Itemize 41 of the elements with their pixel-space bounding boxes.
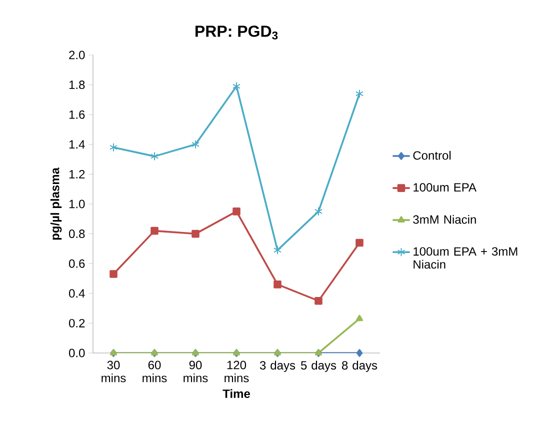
- point: [314, 206, 322, 216]
- legend-label: 100um EPA: [414, 183, 476, 192]
- y-tick-label: 1.8: [69, 80, 85, 90]
- y-tick-label: 0.6: [68, 259, 85, 268]
- point: [232, 208, 240, 216]
- point: [356, 314, 363, 322]
- point: [110, 142, 118, 152]
- x-tick-label: 30 mins: [102, 360, 126, 382]
- point: [274, 246, 282, 255]
- y-tick-label: 0.8: [68, 230, 85, 238]
- point: [356, 89, 364, 98]
- y-tick-label: 0.2: [68, 318, 85, 328]
- legend-label: 100um EPA + 3mM Niacin: [414, 247, 518, 269]
- point: [356, 238, 364, 247]
- x-tick-label: 3 days: [260, 360, 296, 372]
- point: [274, 280, 282, 288]
- x-tick-label: 5 days: [300, 360, 336, 372]
- legend-label: 3mM Niacin: [413, 214, 476, 224]
- y-tick-label: 0.4: [68, 289, 85, 298]
- point: [356, 349, 363, 357]
- y-tick-label: 1.0: [69, 200, 85, 208]
- y-tick-label: 0.0: [68, 348, 85, 358]
- point: [110, 270, 118, 278]
- y-tick-label: 1.4: [69, 140, 85, 149]
- chart-title: PRP: PGD$_{3}$: [196, 26, 278, 40]
- point: [150, 152, 158, 161]
- point: [192, 230, 200, 238]
- x-tick-label: 120 mins: [224, 360, 249, 382]
- y-tick-label: 1.6: [69, 110, 85, 119]
- point: [192, 140, 200, 149]
- y-tick-label: 2.0: [69, 50, 85, 60]
- x-tick-label: 8 days: [342, 360, 378, 372]
- x-tick-label: 60 mins: [142, 360, 167, 382]
- legend-label: Control: [413, 150, 451, 160]
- point: [232, 82, 240, 91]
- point: [150, 226, 158, 235]
- x-tick-label: 90 mins: [184, 360, 208, 382]
- y-axis-title: pg/µl plasma: [50, 167, 62, 240]
- x-axis-title: Time: [222, 389, 250, 398]
- y-tick-label: 1.2: [69, 170, 85, 178]
- point: [314, 296, 322, 305]
